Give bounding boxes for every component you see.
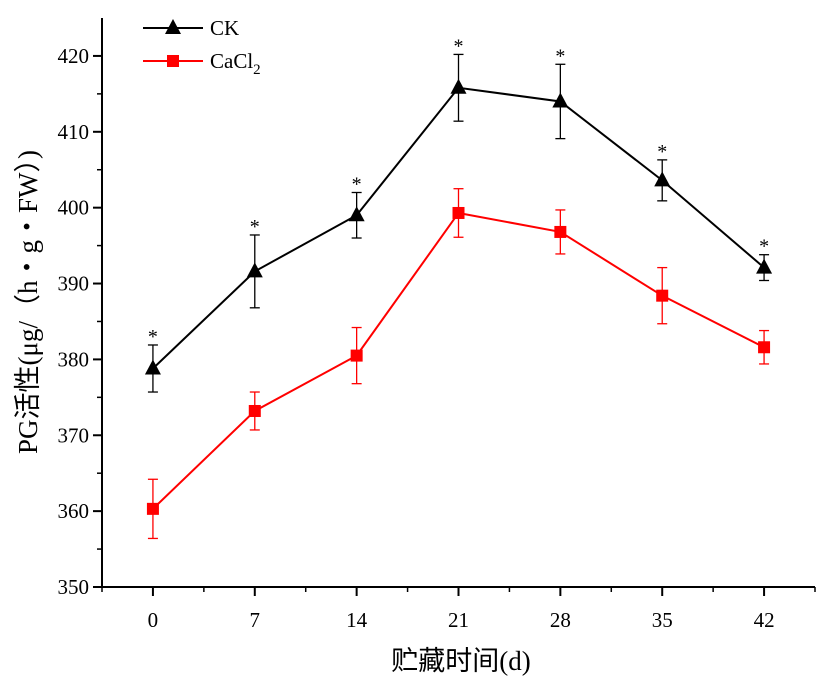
series-layer: * * * * * * * xyxy=(144,35,773,540)
data-point xyxy=(144,359,161,375)
significance-marker: * xyxy=(352,173,362,195)
series-ck: * * * * * * * xyxy=(144,35,773,393)
data-point xyxy=(246,262,263,278)
data-point xyxy=(756,258,773,274)
data-point xyxy=(348,206,365,222)
y-axis-label: PG活性(μg/（h・g・FW）) xyxy=(13,150,43,454)
series-cacl xyxy=(146,188,771,540)
data-point xyxy=(552,92,569,108)
y-tick-label: 410 xyxy=(58,120,90,144)
legend-marker xyxy=(167,55,179,67)
significance-marker: * xyxy=(555,45,565,67)
y-tick-label: 390 xyxy=(58,272,90,296)
significance-marker: * xyxy=(759,236,769,258)
significance-marker: * xyxy=(454,35,464,57)
data-point xyxy=(146,502,159,515)
axes: 350 360 370 380 390 400 410 420 0 7 14 21 28 35 42 xyxy=(58,18,816,632)
data-point xyxy=(654,171,671,187)
x-tick-label: 14 xyxy=(346,608,368,632)
x-tick-label: 21 xyxy=(448,608,469,632)
data-point xyxy=(350,349,363,362)
data-point xyxy=(656,289,669,302)
y-tick-label: 380 xyxy=(58,347,90,371)
data-point xyxy=(450,78,467,94)
x-tick-label: 35 xyxy=(652,608,673,632)
legend: CK CaCl2 xyxy=(143,16,261,78)
significance-marker: * xyxy=(250,216,260,238)
data-point xyxy=(554,225,567,238)
x-tick-label: 0 xyxy=(148,608,159,632)
y-tick-label: 360 xyxy=(58,499,90,523)
legend-label-subscript: 2 xyxy=(253,62,261,78)
significance-marker: * xyxy=(657,141,667,163)
x-tick-label: 28 xyxy=(550,608,571,632)
y-tick-label: 370 xyxy=(58,423,90,447)
data-point xyxy=(248,404,261,417)
y-tick-label: 350 xyxy=(58,575,90,599)
x-tick-label: 42 xyxy=(754,608,775,632)
legend-marker xyxy=(165,19,181,34)
x-tick-label: 7 xyxy=(250,608,261,632)
data-point xyxy=(452,206,465,219)
legend-label: CaCl2 xyxy=(210,49,261,78)
significance-marker: * xyxy=(148,326,158,348)
data-point xyxy=(758,341,771,354)
y-tick-label: 420 xyxy=(58,44,90,68)
y-tick-label: 400 xyxy=(58,196,90,220)
legend-label: CK xyxy=(210,16,239,40)
series-line xyxy=(152,211,765,510)
x-axis-label: 贮藏时间(d) xyxy=(391,646,530,676)
